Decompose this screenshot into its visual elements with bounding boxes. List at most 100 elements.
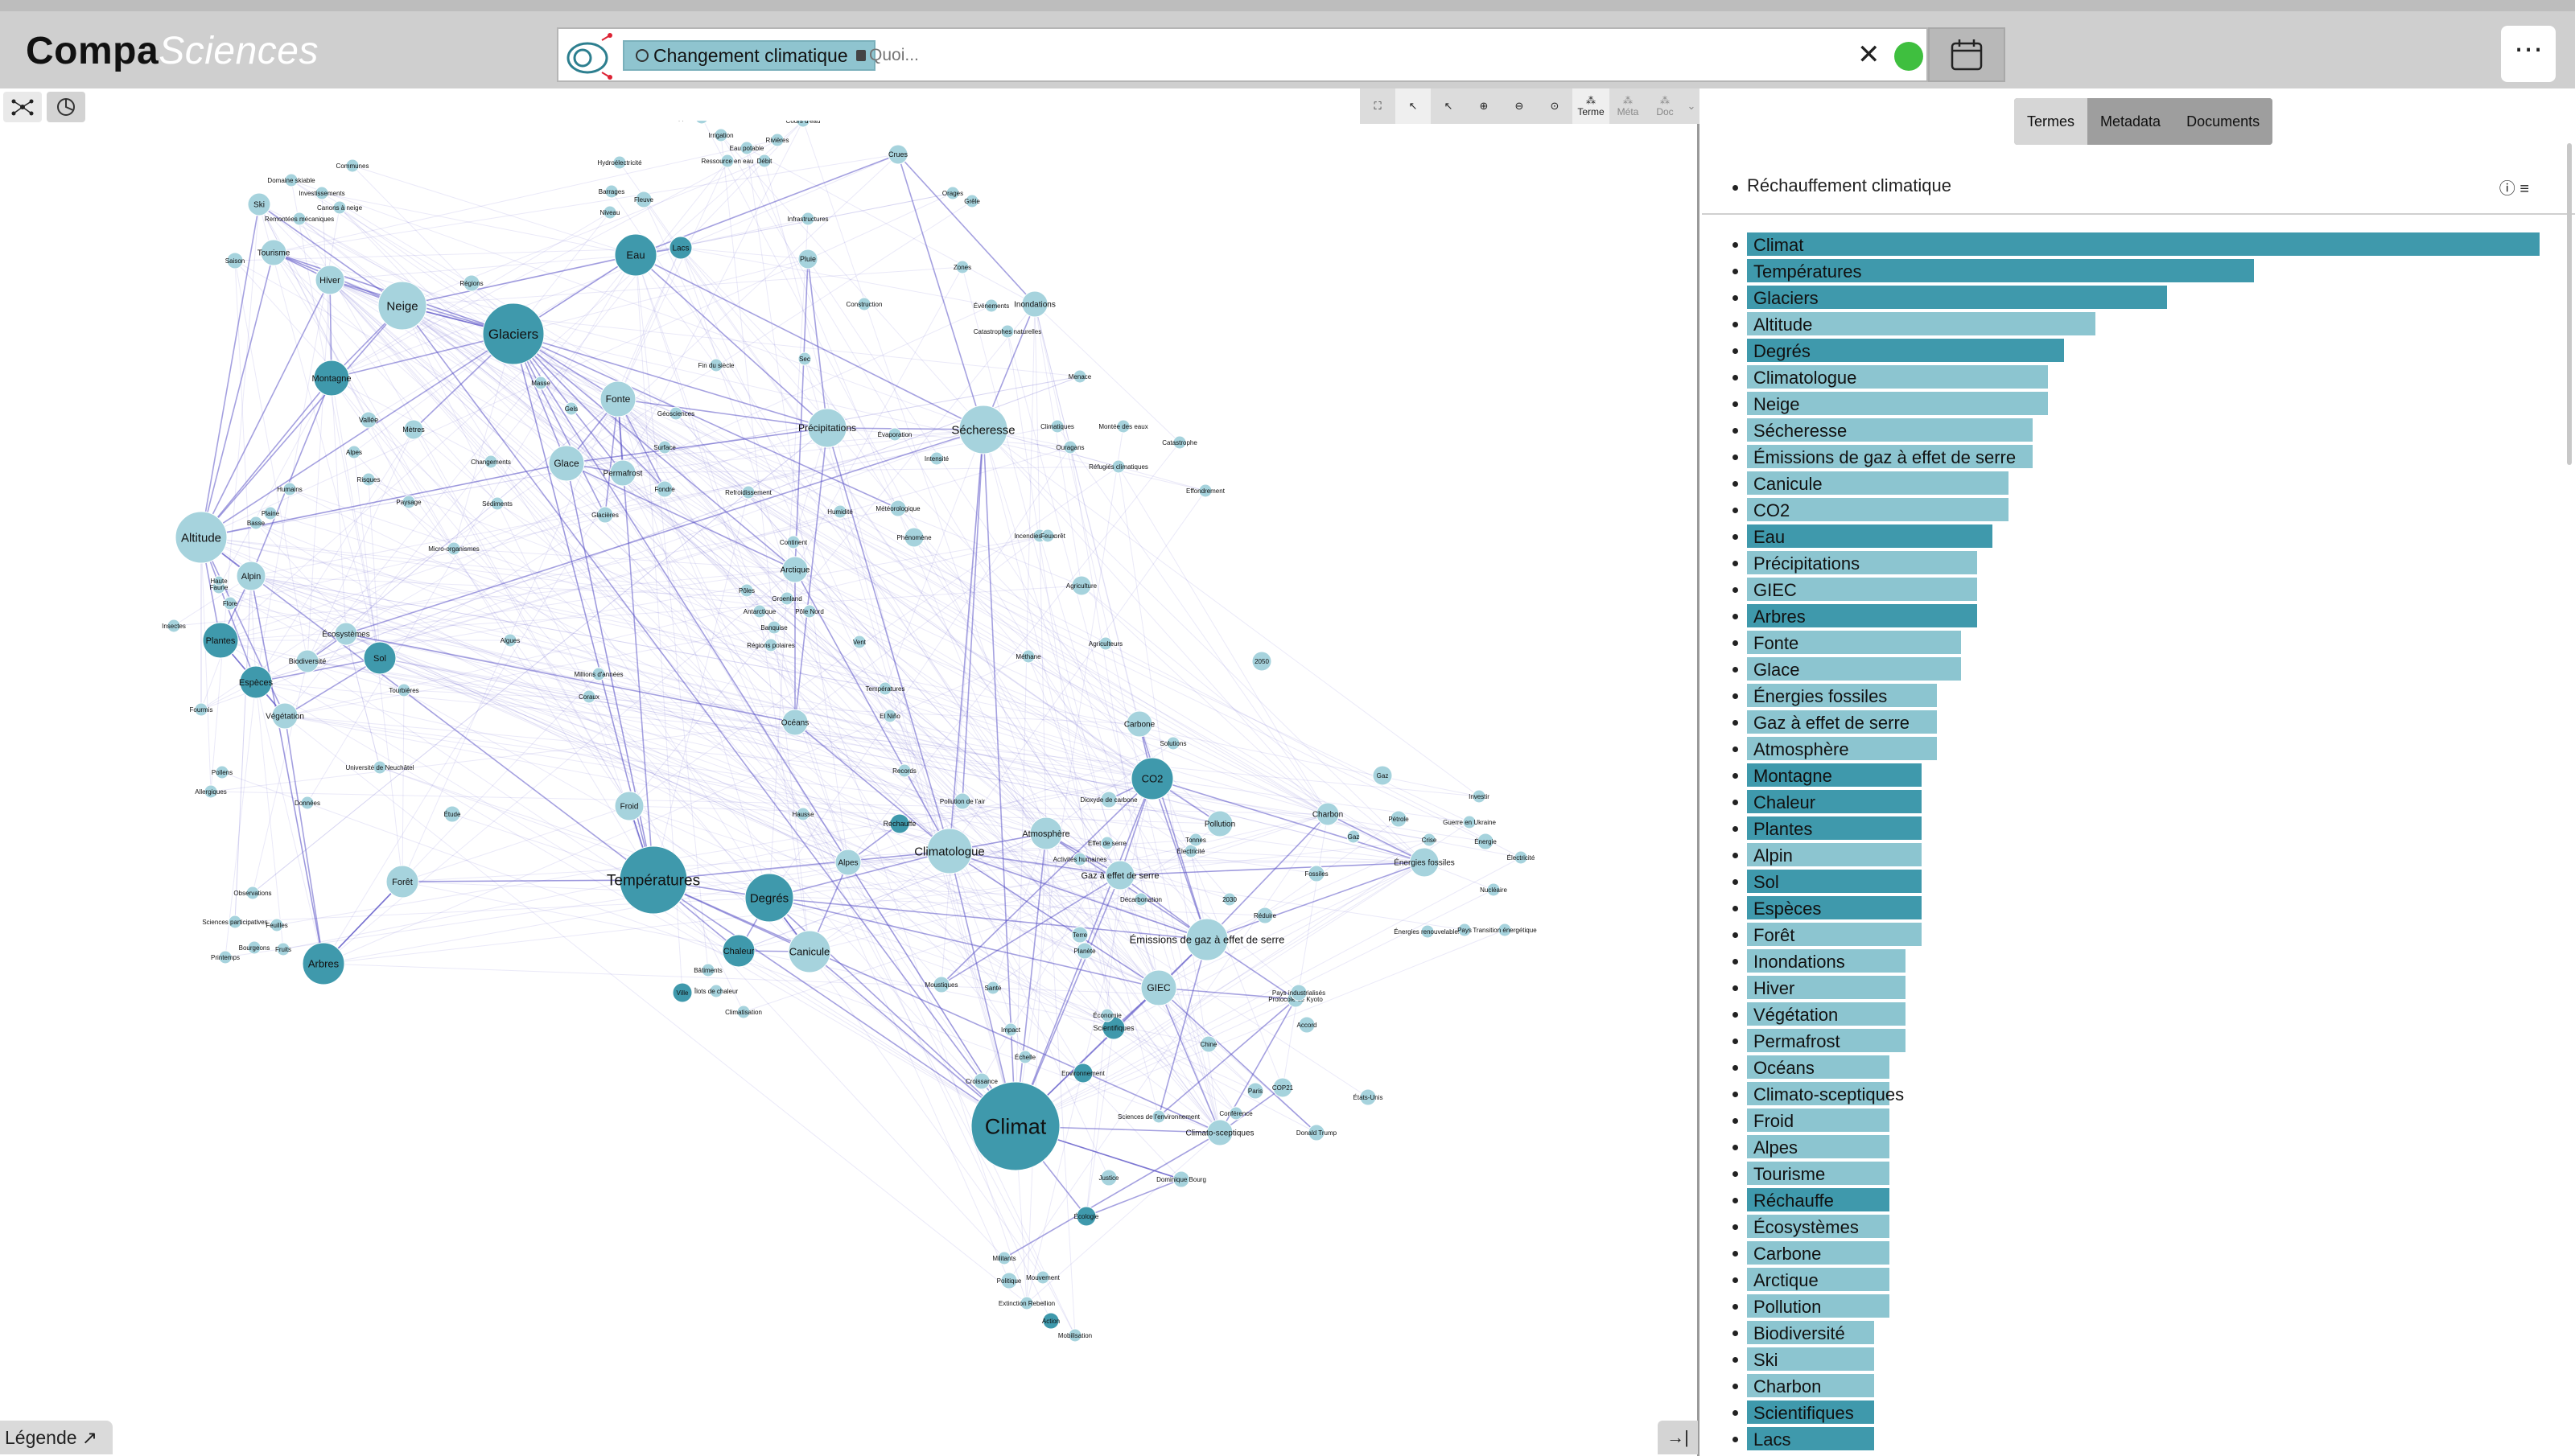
- node-circle[interactable]: [361, 472, 376, 487]
- term-row[interactable]: Atmosphère: [1728, 736, 2532, 763]
- graph-node[interactable]: Climatologue: [914, 828, 985, 874]
- node-circle[interactable]: [403, 419, 424, 440]
- tab-termes[interactable]: Termes: [2014, 98, 2088, 145]
- graph-node[interactable]: Pôle Nord: [795, 604, 824, 619]
- node-circle[interactable]: [752, 604, 767, 619]
- graph-node[interactable]: Pays industrialisés: [1272, 984, 1325, 1002]
- node-circle[interactable]: [284, 173, 299, 187]
- term-bar[interactable]: [1747, 392, 2048, 415]
- graph-node[interactable]: Barrages: [599, 184, 624, 199]
- graph-node[interactable]: Haute: [210, 575, 228, 586]
- node-circle[interactable]: [1100, 791, 1118, 808]
- graph-node[interactable]: Températures: [607, 845, 700, 915]
- node-circle[interactable]: [591, 667, 606, 681]
- term-bar[interactable]: [1747, 843, 1922, 866]
- node-circle[interactable]: [247, 940, 262, 955]
- graph-node[interactable]: Tourisme: [258, 239, 290, 266]
- node-circle[interactable]: [1189, 833, 1203, 847]
- graph-node[interactable]: Solutions: [1160, 736, 1187, 751]
- graph-node[interactable]: Gels: [564, 401, 579, 416]
- term-row[interactable]: Sol: [1728, 869, 2532, 895]
- graph-node[interactable]: Fourmis: [190, 702, 213, 717]
- graph-node[interactable]: Pollution: [1205, 810, 1235, 837]
- term-row[interactable]: Émissions de gaz à effet de serre: [1728, 444, 2532, 471]
- node-circle[interactable]: [1308, 865, 1325, 882]
- graph-node[interactable]: Antarctique: [744, 604, 777, 619]
- term-bar[interactable]: [1747, 1427, 1874, 1450]
- node-circle[interactable]: [1472, 789, 1486, 804]
- term-bar[interactable]: [1747, 1162, 1889, 1185]
- node-circle[interactable]: [1042, 1312, 1060, 1330]
- graph-node[interactable]: Domaine skiable: [267, 173, 315, 187]
- graph-node[interactable]: Action: [1042, 1312, 1060, 1330]
- term-row[interactable]: Espèces: [1728, 895, 2532, 922]
- term-bar[interactable]: [1747, 1241, 1889, 1265]
- node-circle[interactable]: [247, 192, 271, 216]
- graph-node[interactable]: Humains: [277, 482, 303, 496]
- graph-node[interactable]: Cours d'eau: [786, 121, 821, 128]
- graph-node[interactable]: Tourbières: [389, 683, 419, 697]
- graph-node[interactable]: Glaciers: [482, 302, 545, 365]
- node-circle[interactable]: [764, 638, 778, 652]
- node-circle[interactable]: [1100, 1008, 1114, 1022]
- node-circle[interactable]: [780, 591, 794, 606]
- graph-node[interactable]: Météorologique: [876, 500, 921, 517]
- graph-node[interactable]: Écosystèmes: [322, 622, 370, 646]
- graph-node[interactable]: Hiver: [315, 265, 345, 295]
- node-circle[interactable]: [1198, 483, 1213, 498]
- term-row[interactable]: Scientifiques: [1728, 1400, 2532, 1426]
- graph-node[interactable]: Précipitations: [798, 408, 856, 448]
- layer-doc-tab[interactable]: ⁂ Doc: [1646, 88, 1683, 124]
- node-circle[interactable]: [270, 918, 284, 932]
- term-row[interactable]: Énergies fossiles: [1728, 683, 2532, 709]
- node-circle[interactable]: [292, 212, 307, 226]
- query-chip[interactable]: Changement climatique: [623, 40, 876, 71]
- node-circle[interactable]: [490, 496, 505, 511]
- graph-node[interactable]: Chaleur: [722, 934, 756, 968]
- node-circle[interactable]: [669, 236, 693, 260]
- graph-node[interactable]: Effondrement: [1186, 483, 1226, 498]
- term-bar[interactable]: [1747, 763, 1922, 787]
- node-circle[interactable]: [1514, 850, 1528, 865]
- graph-node[interactable]: Carbone: [1124, 710, 1156, 738]
- node-circle[interactable]: [883, 709, 897, 723]
- node-circle[interactable]: [797, 352, 812, 366]
- graph-node[interactable]: Conférence: [1219, 1106, 1253, 1121]
- node-circle[interactable]: [926, 828, 973, 874]
- graph-node[interactable]: Nucléaire: [1480, 882, 1507, 897]
- term-bar[interactable]: [1747, 1135, 1889, 1158]
- term-bar[interactable]: [1747, 365, 2048, 389]
- node-circle[interactable]: [1100, 1169, 1118, 1187]
- graph-node[interactable]: Intensité: [925, 451, 950, 466]
- node-circle[interactable]: [1068, 1328, 1082, 1343]
- node-circle[interactable]: [986, 981, 1000, 995]
- graph-node[interactable]: El Niño: [880, 709, 900, 723]
- node-circle[interactable]: [1372, 765, 1393, 786]
- eye-logo-icon[interactable]: [563, 32, 618, 80]
- calendar-button[interactable]: [1928, 27, 2005, 82]
- graph-node[interactable]: Ville: [672, 982, 693, 1003]
- node-circle[interactable]: [1457, 923, 1472, 937]
- graph-node[interactable]: Étude: [443, 805, 461, 823]
- graph-node[interactable]: Électricité: [1507, 850, 1535, 865]
- term-bar[interactable]: [1747, 790, 1922, 813]
- node-circle[interactable]: [946, 186, 960, 200]
- node-circle[interactable]: [167, 619, 181, 633]
- node-circle[interactable]: [1071, 575, 1092, 596]
- node-circle[interactable]: [1246, 1082, 1264, 1100]
- term-row[interactable]: Climat: [1728, 232, 2540, 258]
- term-row[interactable]: Climatologue: [1728, 364, 2532, 391]
- node-circle[interactable]: [548, 445, 585, 482]
- node-circle[interactable]: [1029, 816, 1063, 850]
- node-circle[interactable]: [656, 480, 674, 498]
- node-circle[interactable]: [695, 121, 708, 125]
- node-circle[interactable]: [744, 873, 794, 923]
- term-row[interactable]: Froid: [1728, 1108, 2532, 1134]
- node-circle[interactable]: [1272, 1077, 1293, 1098]
- graph-node[interactable]: Évaporation: [878, 427, 913, 442]
- search-node-button[interactable]: ⊙: [1537, 88, 1572, 124]
- graph-node[interactable]: Réfugiés climatiques: [1089, 459, 1148, 474]
- graph-node[interactable]: Catastrophes naturelles: [974, 324, 1042, 339]
- node-circle[interactable]: [1409, 847, 1440, 878]
- graph-node[interactable]: Catastrophe: [1162, 435, 1197, 450]
